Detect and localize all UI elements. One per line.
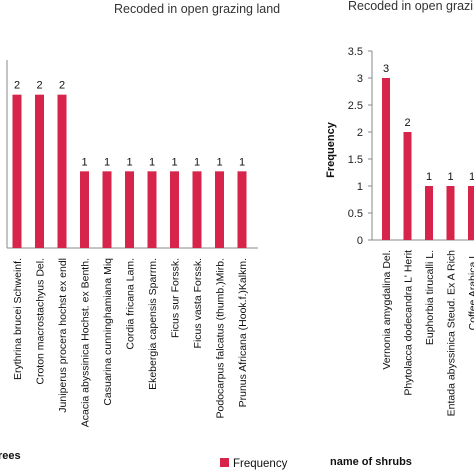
right-chart: Recoded in open grazing 0 0.5 1 1.5 2 2.5 3 3.5… xyxy=(325,0,474,468)
bar xyxy=(147,171,157,248)
category-label: Vernonia amygdalina Del. xyxy=(381,250,393,370)
data-label: 2 xyxy=(404,117,410,129)
y-tick-label: 0 xyxy=(357,235,363,247)
data-label: 1 xyxy=(469,171,474,183)
data-label: 1 xyxy=(81,156,87,168)
left-chart-x-axis-label: rees xyxy=(0,450,21,462)
data-label: 1 xyxy=(104,156,110,168)
data-label: 1 xyxy=(171,156,177,168)
category-label: Coffee Arabica L. xyxy=(467,250,474,330)
category-label: Prunus Africana (Hook.f.)Kalkm. xyxy=(237,258,249,407)
bar xyxy=(170,171,179,248)
data-label: 1 xyxy=(447,171,453,183)
y-tick-label: 2.5 xyxy=(348,100,363,112)
bar xyxy=(446,186,455,240)
category-label: Acacia abyssinica Hochst. ex Benth. xyxy=(80,258,92,427)
bar xyxy=(382,78,390,240)
category-label: Euphorbia tirucalli L. xyxy=(424,250,436,345)
y-tick-label: 2 xyxy=(357,127,363,139)
category-label: Casuarina cunninghamiana Miq xyxy=(102,258,114,406)
data-label: 3 xyxy=(383,63,389,75)
data-label: 1 xyxy=(149,156,155,168)
bar xyxy=(35,94,44,249)
category-label: Ficus vasta Forssk. xyxy=(192,258,204,348)
bar xyxy=(57,94,67,249)
category-label: Ficus sur Forssk. xyxy=(170,258,182,338)
data-label: 1 xyxy=(426,171,432,183)
category-label: Juniperus procera hochst ex endl xyxy=(57,258,69,413)
bar xyxy=(80,171,89,248)
right-chart-x-axis-label: name of shrubs xyxy=(330,456,412,468)
y-tick-label: 1 xyxy=(357,181,363,193)
bar xyxy=(403,132,412,240)
y-tick-label: 3 xyxy=(357,73,363,85)
category-label: Entada abyssinica Steud. Ex A Rich xyxy=(446,250,458,417)
bar xyxy=(102,171,112,248)
data-label: 2 xyxy=(59,80,65,92)
left-chart-title: Recoded in open grazing land xyxy=(114,2,280,16)
bar xyxy=(215,171,224,248)
y-tick-label: 0.5 xyxy=(348,208,363,220)
category-label: Cordia fricana Lam. xyxy=(125,258,137,350)
data-label: 2 xyxy=(36,80,42,92)
data-label: 1 xyxy=(239,156,245,168)
category-label: Phytolacca dodecandra L' Herit xyxy=(403,250,415,396)
category-label: Croton macrostachyus Del. xyxy=(35,258,47,385)
legend-swatch xyxy=(220,458,229,467)
category-label: Erythrina brucei Schweinf. xyxy=(12,258,24,380)
y-tick-label: 3.5 xyxy=(348,46,363,58)
right-chart-title: Recoded in open grazing xyxy=(348,0,474,13)
bar xyxy=(125,171,134,248)
right-chart-y-axis-label: Frequency xyxy=(325,121,337,178)
data-label: 1 xyxy=(194,156,200,168)
category-label: Ekebergia capensis Sparrm. xyxy=(147,258,159,390)
legend-label: Frequency xyxy=(233,458,288,470)
bar xyxy=(425,186,433,240)
left-chart: Recoded in open grazing land 2 Erythrina … xyxy=(0,2,280,462)
legend: Frequency xyxy=(220,458,288,470)
data-label: 1 xyxy=(126,156,132,168)
category-label: Podocarpus falcatus (thumb.)Mirb. xyxy=(215,258,227,418)
y-tick-label: 1.5 xyxy=(348,154,363,166)
bar xyxy=(12,94,22,249)
data-label: 1 xyxy=(216,156,222,168)
bar xyxy=(237,171,247,248)
bar xyxy=(192,171,202,248)
data-label: 2 xyxy=(14,80,20,92)
bar xyxy=(468,186,474,240)
